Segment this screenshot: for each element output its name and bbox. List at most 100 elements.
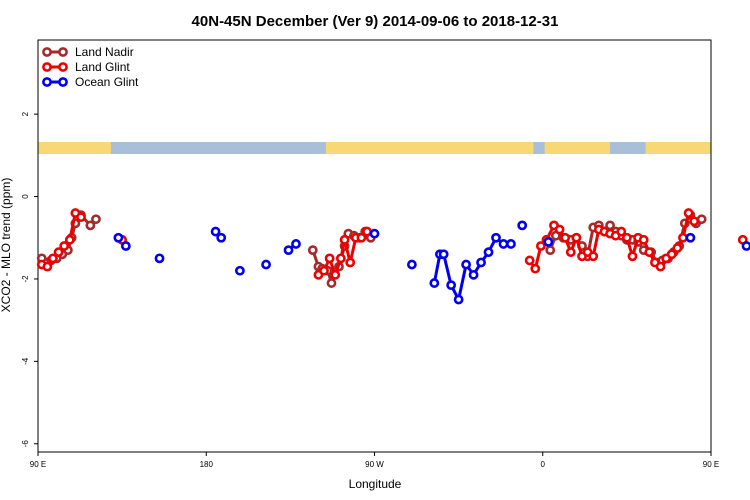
data-point-land-nadir: [326, 278, 337, 288]
data-point-ocean-glint: [369, 228, 380, 239]
land-ocean-strip: [38, 142, 711, 154]
data-point-land-glint: [48, 253, 58, 264]
data-point-land-glint: [535, 241, 546, 251]
data-point-land-glint: [571, 232, 582, 243]
data-point-ocean-glint: [446, 280, 457, 291]
y-tick-label: -4: [21, 357, 30, 365]
data-point-land-glint: [339, 234, 350, 245]
data-point-land-glint: [621, 232, 632, 243]
data-point-ocean-glint: [476, 257, 486, 268]
data-point-ocean-glint: [491, 232, 501, 243]
data-point-ocean-glint: [543, 236, 554, 247]
data-point-land-glint: [330, 269, 341, 280]
x-tick-label: 180: [200, 460, 214, 469]
data-point-ocean-glint: [291, 239, 301, 249]
legend-marker: [42, 77, 52, 87]
land-band-3: [645, 142, 711, 154]
data-point-ocean-glint: [506, 239, 516, 249]
data-point-ocean-glint: [406, 259, 417, 270]
land-band-1: [325, 142, 534, 154]
data-point-ocean-glint: [461, 259, 472, 270]
data-point-ocean-glint: [154, 253, 165, 264]
data-point-ocean-glint: [210, 226, 221, 237]
data-point-land-glint: [76, 212, 86, 223]
data-point-land-glint: [644, 247, 655, 258]
series-layer: [36, 208, 750, 305]
data-point-ocean-glint: [283, 245, 294, 256]
data-point-land-nadir: [545, 245, 556, 256]
data-point-land-glint: [560, 232, 571, 243]
data-point-land-glint: [362, 226, 372, 237]
data-point-ocean-glint: [453, 294, 464, 305]
data-point-land-nadir: [85, 220, 96, 231]
legend-label: Ocean Glint: [75, 75, 139, 89]
data-point-land-glint: [689, 216, 700, 227]
y-axis: -6 -4 -2 0 2: [21, 111, 38, 447]
series-land-nadir: [36, 210, 707, 288]
data-point-land-glint: [356, 232, 367, 243]
data-point-ocean-glint: [483, 247, 494, 258]
data-point-land-glint: [672, 243, 683, 253]
legend-marker: [42, 62, 52, 72]
data-point-land-nadir: [696, 214, 707, 225]
land-band-2: [544, 142, 611, 154]
data-point-land-glint: [319, 265, 329, 276]
data-point-land-glint: [627, 251, 638, 262]
legend-marker: [58, 62, 68, 72]
series-ocean-glint: [113, 220, 750, 305]
data-point-ocean-glint: [741, 241, 750, 251]
data-point-ocean-glint: [685, 232, 696, 243]
data-point-land-glint: [616, 226, 627, 237]
x-tick-label: 90 E: [703, 460, 719, 469]
data-point-land-nadir: [307, 245, 318, 256]
legend-label: Land Nadir: [75, 45, 134, 59]
legend-label: Land Glint: [75, 60, 130, 74]
data-point-land-glint: [655, 261, 666, 272]
y-tick-label: 2: [21, 111, 30, 116]
y-axis-label: XCO2 - MLO trend (ppm): [0, 178, 13, 313]
data-point-land-glint: [53, 247, 64, 258]
data-point-land-glint: [64, 234, 75, 245]
data-point-land-glint: [588, 251, 599, 262]
x-axis: 90 E 180 90 W 0 90 E: [30, 452, 719, 469]
x-axis-label: Longitude: [349, 477, 402, 491]
data-point-ocean-glint: [468, 269, 479, 280]
legend-marker: [42, 47, 52, 57]
data-point-land-glint: [59, 241, 70, 251]
data-point-land-glint: [554, 224, 565, 235]
data-point-land-glint: [335, 253, 346, 264]
data-point-land-glint: [565, 247, 576, 258]
data-point-land-glint: [524, 255, 535, 266]
series-line-ocean-glint: [432, 235, 511, 305]
data-point-land-glint: [666, 249, 677, 260]
y-tick-label: 0: [21, 194, 30, 199]
chart-title: 40N-45N December (Ver 9) 2014-09-06 to 2…: [192, 13, 559, 30]
plot-frame: [37, 39, 712, 453]
x-tick-label: 90 E: [30, 460, 46, 469]
x-tick-label: 90 W: [365, 460, 384, 469]
data-point-ocean-glint: [120, 241, 131, 251]
data-point-ocean-glint: [234, 265, 245, 276]
land-band-0: [38, 142, 111, 154]
data-point-ocean-glint: [438, 249, 449, 260]
data-point-ocean-glint: [498, 239, 509, 249]
data-point-land-nadir: [91, 214, 101, 225]
data-point-land-glint: [530, 263, 541, 274]
data-point-ocean-glint: [113, 232, 124, 243]
x-tick-label: 0: [541, 460, 546, 469]
data-point-ocean-glint: [216, 232, 227, 243]
data-point-land-glint: [324, 253, 335, 264]
data-point-ocean-glint: [261, 259, 271, 270]
data-point-ocean-glint: [517, 220, 528, 231]
y-tick-label: -6: [21, 440, 30, 448]
data-point-land-glint: [683, 208, 694, 218]
data-point-land-glint: [345, 257, 356, 268]
y-tick-label: -2: [21, 275, 30, 283]
data-point-ocean-glint: [429, 278, 440, 288]
data-point-land-glint: [42, 261, 53, 272]
data-point-land-glint: [638, 234, 649, 245]
legend-marker: [58, 77, 68, 87]
data-point-land-glint: [678, 232, 688, 243]
legend-marker: [58, 47, 68, 57]
